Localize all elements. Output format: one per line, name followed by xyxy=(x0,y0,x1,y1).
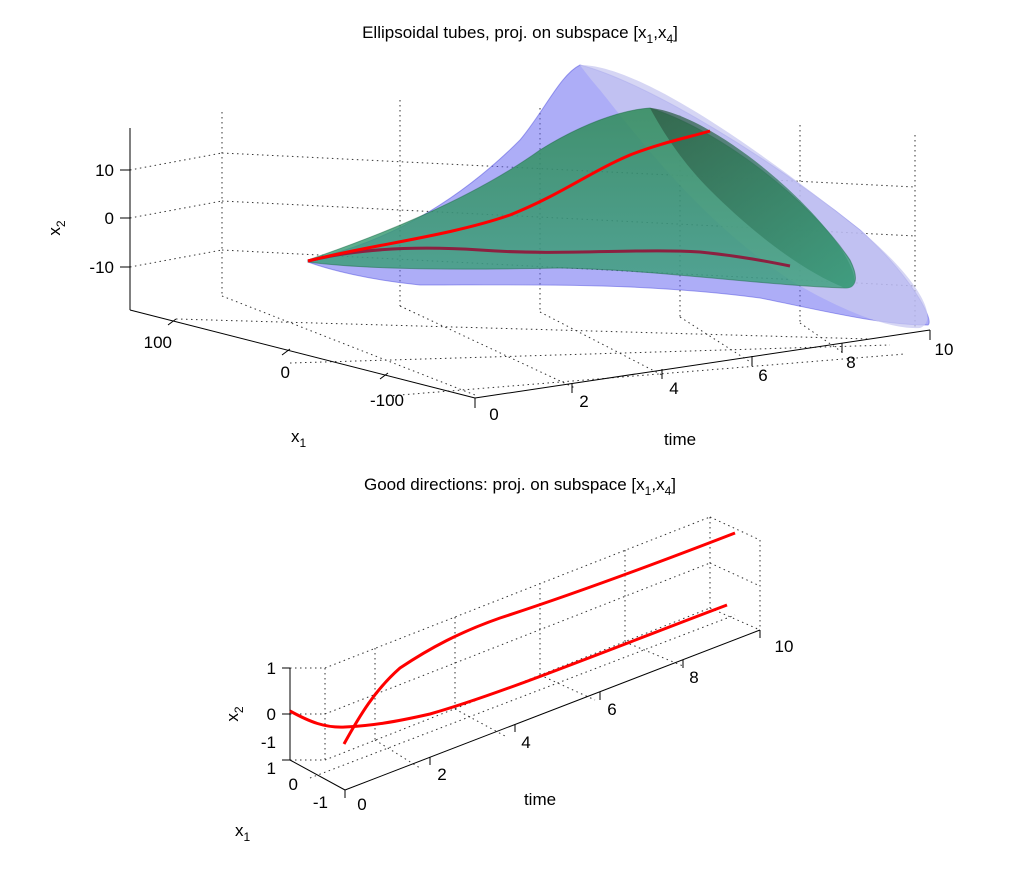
top-x2-label: x2 xyxy=(45,220,68,236)
top-axes xyxy=(120,128,931,408)
top-plot: Ellipsoidal tubes, proj. on subspace [x1… xyxy=(45,23,953,450)
bottom-x1-ticks: 1 0 -1 xyxy=(267,759,328,812)
bottom-x1-label: x1 xyxy=(235,821,251,844)
bottom-x2-tick: 0 xyxy=(267,705,276,724)
top-time-tick: 4 xyxy=(669,379,678,398)
bottom-axes xyxy=(282,629,761,798)
top-x2-tick: 10 xyxy=(95,161,114,180)
top-time-ticks: 0 2 4 6 8 10 xyxy=(489,340,953,424)
bottom-time-tick: 0 xyxy=(357,795,366,814)
bottom-direction-1 xyxy=(342,531,736,745)
top-plot-title: Ellipsoidal tubes, proj. on subspace [x1… xyxy=(362,23,678,46)
top-x1-tick: 100 xyxy=(144,333,172,352)
top-trajectories xyxy=(307,129,791,268)
bottom-time-label: time xyxy=(524,790,556,809)
bottom-plot: Good directions: proj. on subspace [x1,x… xyxy=(223,475,793,844)
top-time-tick: 0 xyxy=(489,405,498,424)
bottom-x2-tick: 1 xyxy=(267,659,276,678)
bottom-curves xyxy=(289,531,736,745)
top-time-tick: 8 xyxy=(846,353,855,372)
top-x1-tick: -100 xyxy=(370,391,404,410)
bottom-direction-2 xyxy=(289,603,728,729)
bottom-x2-label: x2 xyxy=(223,706,246,722)
bottom-grid xyxy=(290,516,761,779)
top-x1-label: x1 xyxy=(291,427,307,450)
bottom-time-tick: 6 xyxy=(607,700,616,719)
bottom-time-tick: 10 xyxy=(775,637,794,656)
bottom-x1-tick: 1 xyxy=(267,759,276,778)
bottom-x1-tick: -1 xyxy=(313,793,328,812)
top-x2-tick: 0 xyxy=(105,209,114,228)
top-trajectory-upper xyxy=(307,129,711,263)
bottom-x2-ticks: 1 0 -1 xyxy=(261,659,276,752)
top-x2-ticks: 10 0 -10 xyxy=(89,161,114,277)
bottom-time-ticks: 0 2 4 6 8 10 xyxy=(357,637,793,814)
bottom-x1-tick: 0 xyxy=(289,775,298,794)
bottom-time-tick: 8 xyxy=(689,668,698,687)
top-x1-tick: 0 xyxy=(281,363,290,382)
top-time-tick: 2 xyxy=(579,392,588,411)
top-x2-tick: -10 xyxy=(89,258,114,277)
top-x1-ticks: 100 0 -100 xyxy=(144,333,404,410)
top-time-tick: 6 xyxy=(758,366,767,385)
bottom-x2-tick: -1 xyxy=(261,733,276,752)
bottom-time-tick: 4 xyxy=(521,733,530,752)
bottom-plot-title: Good directions: proj. on subspace [x1,x… xyxy=(364,475,676,498)
top-time-tick: 10 xyxy=(935,340,954,359)
top-trajectory-lower xyxy=(307,246,791,268)
top-time-label: time xyxy=(664,430,696,449)
inner-tube xyxy=(307,107,856,289)
bottom-time-tick: 2 xyxy=(437,765,446,784)
